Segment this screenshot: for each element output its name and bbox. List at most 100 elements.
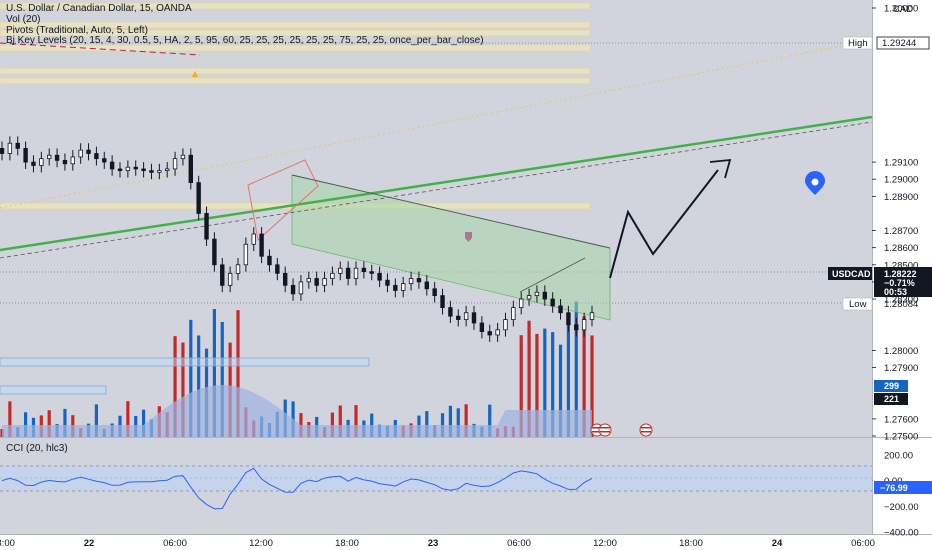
candle-body[interactable] bbox=[31, 161, 36, 166]
candle-body[interactable] bbox=[432, 288, 437, 297]
candle-body[interactable] bbox=[503, 319, 508, 331]
us-flag-icon[interactable] bbox=[639, 423, 653, 437]
candle-body[interactable] bbox=[558, 305, 563, 314]
candle-body[interactable] bbox=[86, 149, 91, 154]
wedge-pattern[interactable] bbox=[247, 159, 319, 241]
candle-body[interactable] bbox=[133, 166, 138, 170]
candle-body[interactable] bbox=[353, 267, 359, 279]
candle-body[interactable] bbox=[574, 324, 579, 331]
cci-indicator-label[interactable]: CCI (20, hlc3) bbox=[6, 443, 68, 454]
candle-body[interactable] bbox=[377, 272, 382, 281]
candle-body[interactable] bbox=[542, 291, 547, 300]
candle-body[interactable] bbox=[408, 278, 414, 285]
candle-body[interactable] bbox=[243, 243, 249, 266]
candle-body[interactable] bbox=[495, 329, 500, 336]
volume-bar bbox=[47, 410, 51, 437]
candle-body[interactable] bbox=[456, 315, 461, 320]
candle-body[interactable] bbox=[267, 255, 272, 266]
candle-body[interactable] bbox=[298, 281, 304, 295]
location-pin-icon[interactable] bbox=[805, 171, 825, 195]
candle-body[interactable] bbox=[47, 154, 52, 160]
pivots-indicator-label[interactable]: Pivots (Traditional, Auto, 5, Left) bbox=[6, 25, 148, 36]
candle-body[interactable] bbox=[400, 283, 406, 291]
keylevels-indicator-label[interactable]: Bj Key Levels (20, 15, 4, 30, 0.5, 5, HA… bbox=[6, 35, 484, 46]
candle-body[interactable] bbox=[330, 272, 335, 279]
candle-body[interactable] bbox=[251, 233, 256, 245]
candle-body[interactable] bbox=[471, 312, 477, 324]
candle-body[interactable] bbox=[448, 307, 453, 317]
candle-body[interactable] bbox=[94, 153, 99, 160]
candle-body[interactable] bbox=[62, 159, 68, 165]
candle-body[interactable] bbox=[424, 281, 429, 290]
candle-body[interactable] bbox=[282, 272, 288, 286]
volume-bar bbox=[527, 320, 531, 437]
candle-body[interactable] bbox=[290, 284, 296, 295]
candle-body[interactable] bbox=[54, 154, 60, 161]
candle-body[interactable] bbox=[109, 161, 115, 170]
candle-body[interactable] bbox=[149, 170, 154, 173]
candle-body[interactable] bbox=[393, 284, 398, 291]
green-trend-line[interactable] bbox=[0, 115, 873, 252]
projection-path[interactable] bbox=[609, 169, 719, 279]
candle-body[interactable] bbox=[141, 168, 146, 172]
candle-body[interactable] bbox=[0, 147, 5, 154]
candle-body[interactable] bbox=[338, 267, 343, 274]
candle-body[interactable] bbox=[212, 238, 217, 266]
candle-body[interactable] bbox=[361, 267, 367, 273]
vol-indicator-label[interactable]: Vol (20) bbox=[6, 14, 41, 25]
candle-body[interactable] bbox=[180, 154, 186, 160]
candle-body[interactable] bbox=[440, 295, 445, 308]
candle-body[interactable] bbox=[188, 154, 193, 184]
candle-body[interactable] bbox=[534, 291, 540, 297]
candle-body[interactable] bbox=[526, 295, 532, 300]
candle-body[interactable] bbox=[519, 298, 524, 309]
price-tick-label: 1.30000 bbox=[884, 4, 918, 15]
candle-body[interactable] bbox=[125, 166, 131, 172]
candle-body[interactable] bbox=[23, 147, 28, 163]
volume-bar bbox=[330, 412, 334, 437]
candle-body[interactable] bbox=[589, 312, 595, 320]
time-axis[interactable]: 18:00 22 06:00 12:00 18:00 23 06:00 12:00 18:00 2… bbox=[0, 538, 875, 549]
candle-body[interactable] bbox=[172, 158, 178, 170]
candle-body[interactable] bbox=[487, 331, 492, 336]
price-axis[interactable]: 1.30000 1.29100 1.29000 1.28900 1.28700 1.286… bbox=[872, 4, 918, 443]
candle-body[interactable] bbox=[479, 322, 485, 332]
candle-body[interactable] bbox=[70, 156, 75, 165]
candle-body[interactable] bbox=[314, 278, 319, 286]
candle-body[interactable] bbox=[581, 319, 587, 331]
candle-body[interactable] bbox=[259, 233, 264, 257]
candle-body[interactable] bbox=[117, 168, 123, 172]
candle-body[interactable] bbox=[204, 213, 209, 240]
cci-axis[interactable]: 200.000.00−200.00−400.00 bbox=[884, 450, 919, 538]
candle-body[interactable] bbox=[157, 170, 162, 173]
us-flag-icon[interactable] bbox=[598, 423, 612, 437]
candle-body[interactable] bbox=[369, 271, 374, 274]
candle-body[interactable] bbox=[550, 298, 555, 307]
candle-body[interactable] bbox=[463, 312, 469, 320]
candle-body[interactable] bbox=[39, 158, 44, 166]
candle-body[interactable] bbox=[196, 182, 201, 214]
candle-body[interactable] bbox=[566, 312, 571, 326]
candle-body[interactable] bbox=[275, 264, 280, 274]
candle-body[interactable] bbox=[164, 168, 170, 172]
candle-body[interactable] bbox=[416, 278, 422, 283]
volume-bar bbox=[488, 404, 492, 437]
volume-ma-badge-box bbox=[874, 393, 908, 405]
candle-body[interactable] bbox=[220, 264, 225, 286]
candle-body[interactable] bbox=[15, 142, 20, 149]
candle-body[interactable] bbox=[102, 158, 107, 163]
symbol-title[interactable]: U.S. Dollar / Canadian Dollar, 15, OANDA bbox=[6, 3, 192, 14]
candle-body[interactable] bbox=[306, 278, 311, 283]
candle-body[interactable] bbox=[7, 142, 13, 154]
candlestick-series[interactable] bbox=[0, 136, 595, 342]
candle-body[interactable] bbox=[235, 264, 241, 274]
candle-body[interactable] bbox=[511, 307, 516, 320]
candle-body[interactable] bbox=[227, 272, 233, 286]
volume-bar bbox=[354, 405, 358, 437]
high-label-box bbox=[842, 36, 873, 50]
candle-body[interactable] bbox=[322, 278, 327, 286]
candle-body[interactable] bbox=[345, 267, 351, 279]
candle-body[interactable] bbox=[385, 279, 390, 286]
candle-body[interactable] bbox=[78, 149, 83, 158]
